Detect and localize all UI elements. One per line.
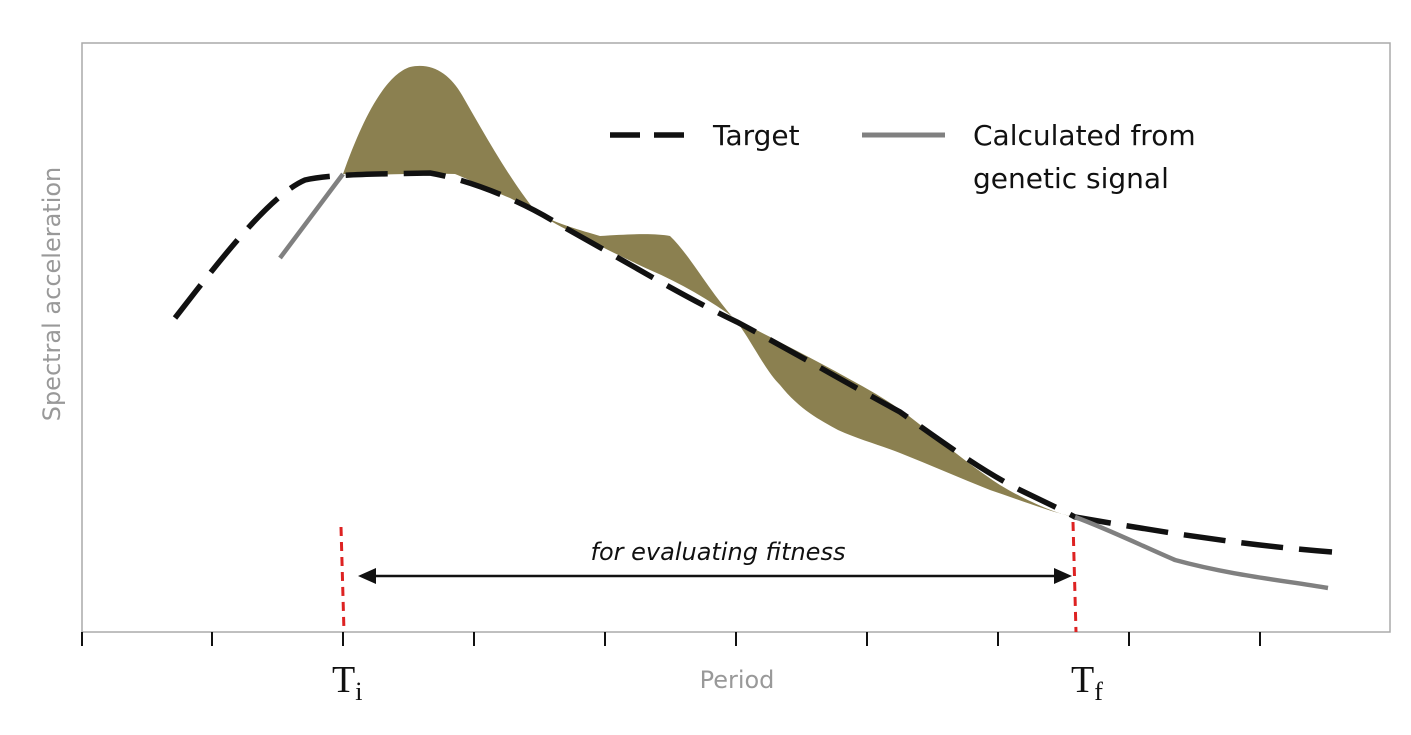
plot-frame bbox=[81, 42, 1391, 633]
fitness-misfit-area bbox=[343, 65, 1075, 518]
y-axis-label: Spectral acceleration bbox=[38, 167, 66, 422]
x-axis-ticks bbox=[81, 632, 1261, 646]
start-period-label: Ti bbox=[332, 659, 362, 706]
start-period-subscript: i bbox=[355, 677, 362, 706]
target-curve bbox=[172, 170, 1333, 555]
x-axis-label: Period bbox=[700, 666, 775, 694]
start-period-main: T bbox=[332, 659, 355, 701]
arrowhead-right-icon bbox=[1054, 568, 1072, 584]
calculated-curve-left bbox=[278, 172, 345, 260]
end-period-marker bbox=[1071, 521, 1078, 633]
calculated-curve-right bbox=[1074, 514, 1329, 591]
end-period-main: T bbox=[1071, 659, 1094, 701]
legend: Target Calculated from genetic signal bbox=[610, 119, 1196, 195]
end-period-label: Tf bbox=[1071, 659, 1103, 706]
arrowhead-left-icon bbox=[358, 568, 376, 584]
fitness-range-arrow bbox=[358, 568, 1072, 584]
legend-calculated-label-line1: Calculated from bbox=[973, 119, 1196, 152]
start-period-marker bbox=[339, 526, 346, 633]
legend-calculated-label-line2: genetic signal bbox=[973, 162, 1169, 195]
fitness-range-label: for evaluating fitness bbox=[591, 538, 846, 566]
legend-target-label: Target bbox=[712, 119, 800, 152]
end-period-subscript: f bbox=[1094, 677, 1103, 706]
